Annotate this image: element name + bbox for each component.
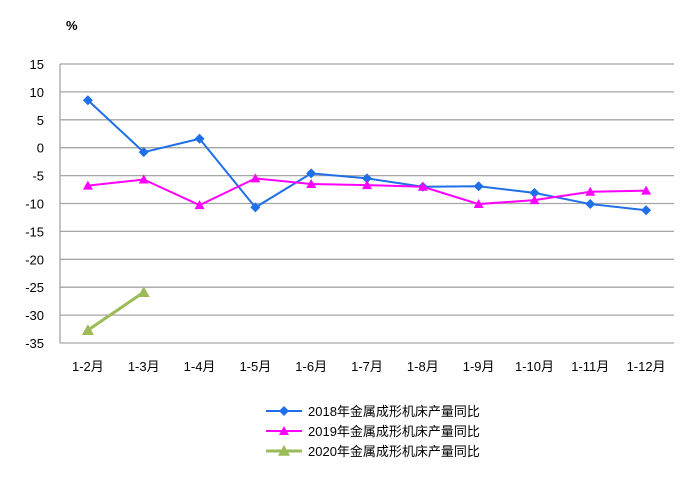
legend-label: 2019年金属成形机床产量同比 <box>308 424 480 439</box>
triangle-marker <box>137 286 150 298</box>
triangle-marker <box>585 186 596 196</box>
diamond-marker <box>641 205 652 216</box>
y-tick-label: 10 <box>30 85 44 100</box>
diamond-marker <box>306 168 317 179</box>
triangle-marker <box>641 185 652 195</box>
triangle-marker <box>250 173 261 183</box>
y-tick-label: -5 <box>32 169 44 184</box>
diamond-marker <box>279 406 289 416</box>
triangle-marker <box>81 324 94 335</box>
y-tick-label: 15 <box>30 57 44 72</box>
legend-label: 2018年金属成形机床产量同比 <box>308 404 480 419</box>
x-tick-label: 1-2月 <box>72 359 104 374</box>
y-tick-label: -25 <box>25 280 44 295</box>
diamond-marker <box>82 95 93 106</box>
triangle-marker <box>473 199 484 209</box>
x-tick-label: 1-8月 <box>407 359 439 374</box>
y-tick-labels: 15 10 5 0 -5 -10 -15 -20 -25 -30 -35 <box>25 57 44 351</box>
y-tick-label: 0 <box>37 141 44 156</box>
triangle-marker <box>82 180 93 190</box>
x-tick-label: 1-12月 <box>627 359 666 374</box>
triangle-marker <box>306 178 317 188</box>
triangle-marker <box>138 174 149 184</box>
diamond-marker <box>250 202 261 213</box>
legend-label: 2020年金属成形机床产量同比 <box>308 444 480 459</box>
triangle-marker <box>417 181 428 191</box>
diamond-marker <box>138 147 149 158</box>
x-tick-label: 1-4月 <box>184 359 216 374</box>
gridlines <box>59 63 674 344</box>
triangle-marker <box>194 200 205 210</box>
y-tick-label: -35 <box>25 336 44 351</box>
x-tick-label: 1-7月 <box>351 359 383 374</box>
series-3 <box>81 286 150 335</box>
diamond-marker <box>529 187 540 198</box>
series-line <box>87 290 145 332</box>
x-tick-label: 1-10月 <box>515 359 554 374</box>
series-line <box>87 99 647 212</box>
series-lines <box>81 95 652 335</box>
x-tick-label: 1-5月 <box>239 359 271 374</box>
y-tick-label: -15 <box>25 224 44 239</box>
series-2 <box>82 173 652 210</box>
diamond-marker <box>362 173 372 184</box>
diamond-marker <box>473 181 484 192</box>
triangle-marker <box>278 445 290 456</box>
series-1 <box>82 95 652 216</box>
triangle-marker <box>529 195 540 205</box>
legend-item: 2018年金属成形机床产量同比 <box>266 404 480 419</box>
diamond-marker <box>194 133 205 144</box>
y-tick-label: -20 <box>25 252 44 267</box>
triangle-marker <box>362 180 372 190</box>
x-tick-label: 1-6月 <box>295 359 327 374</box>
diamond-marker <box>585 199 596 210</box>
y-axis-unit-label: % <box>66 18 78 33</box>
x-tick-label: 1-9月 <box>463 359 495 374</box>
y-tick-label: -10 <box>25 197 44 212</box>
legend: 2018年金属成形机床产量同比 2019年金属成形机床产量同比 2020年金属成形机… <box>266 404 480 459</box>
x-tick-label: 1-3月 <box>128 359 160 374</box>
legend-item: 2020年金属成形机床产量同比 <box>266 444 480 459</box>
y-tick-label: 5 <box>37 113 44 128</box>
y-tick-label: -30 <box>25 308 44 323</box>
triangle-marker <box>279 426 289 435</box>
legend-item: 2019年金属成形机床产量同比 <box>266 424 480 439</box>
x-tick-labels: 1-2月 1-3月 1-4月 1-5月 1-6月 1-7月 1-8月 1-9月 1-10月 1-1… <box>72 359 666 374</box>
x-tick-label: 1-11月 <box>571 359 609 374</box>
